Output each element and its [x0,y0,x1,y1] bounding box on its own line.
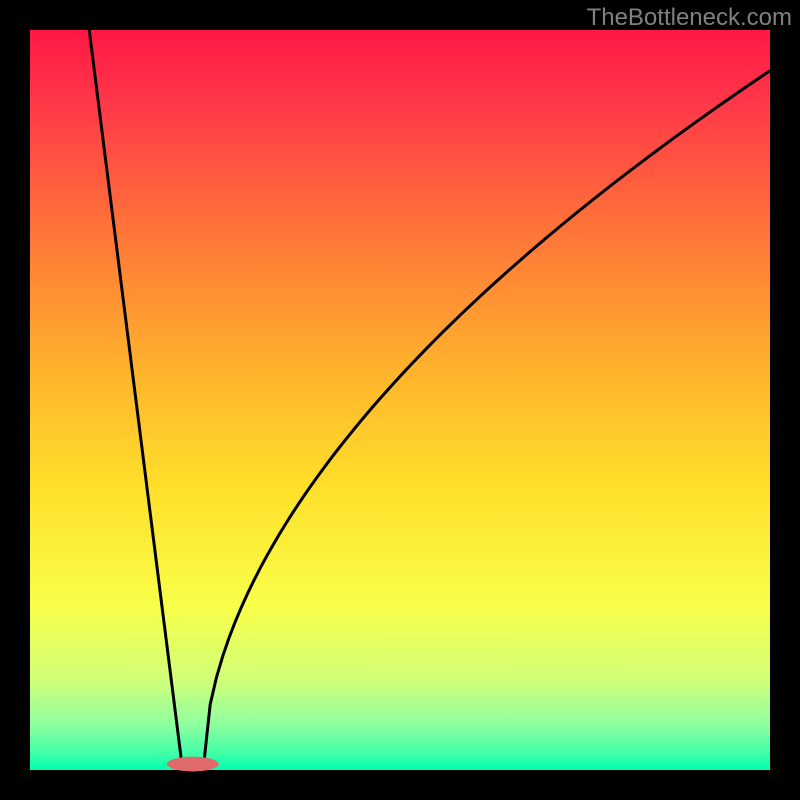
chart-frame: TheBottleneck.com [0,0,800,800]
gradient-background [30,30,770,770]
watermark-text: TheBottleneck.com [587,4,792,32]
optimal-point-marker [167,757,219,772]
bottleneck-chart [0,0,800,800]
